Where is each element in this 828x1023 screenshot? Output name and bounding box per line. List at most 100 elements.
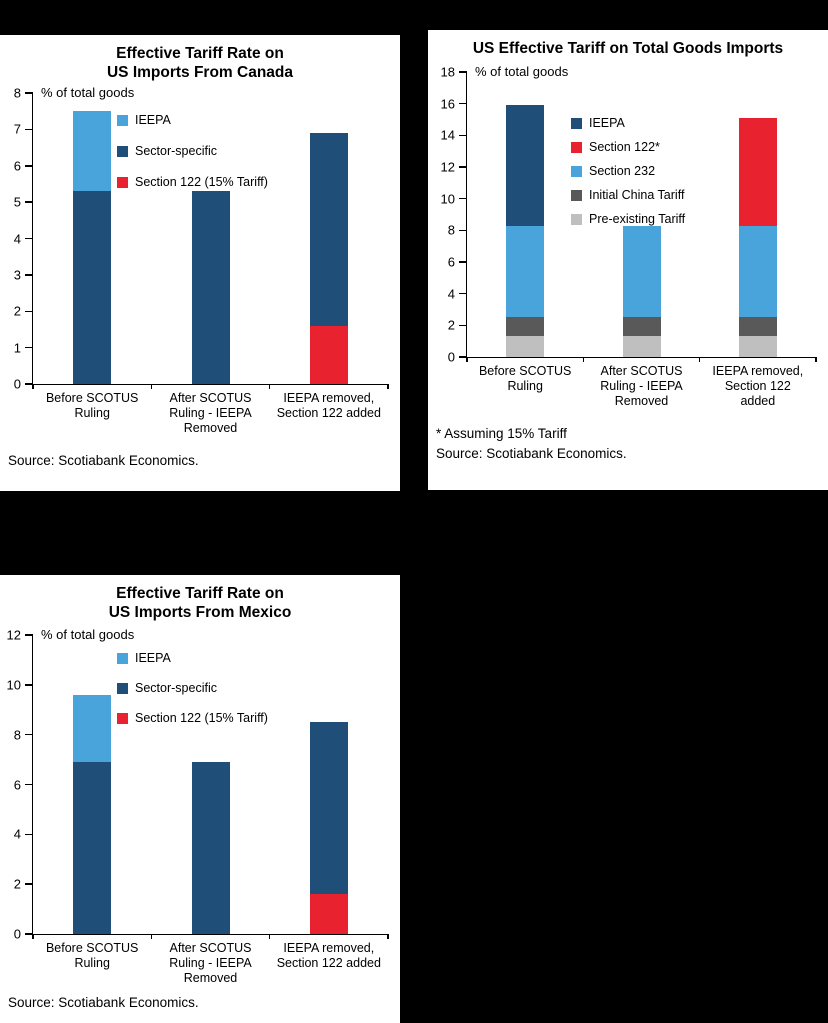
y-tick-mark <box>25 201 33 203</box>
y-tick-mark <box>459 71 467 73</box>
x-axis-category-label: IEEPA removed, Section 122 added <box>276 391 381 420</box>
y-tick-mark <box>25 883 33 885</box>
bar-segment-initial-china-tariff <box>506 317 545 337</box>
legend-label: IEEPA <box>589 116 625 130</box>
x-tick-mark <box>698 357 701 362</box>
bar-segment-initial-china-tariff <box>622 317 661 337</box>
legend-label: IEEPA <box>135 113 171 127</box>
x-tick-mark <box>32 384 34 389</box>
legend-swatch <box>117 682 128 694</box>
legend-swatch <box>571 213 582 225</box>
legend-label: Section 122 (15% Tariff) <box>135 175 268 189</box>
y-tick-mark <box>459 134 467 137</box>
source-note: Source: Scotiabank Economics. <box>8 453 199 468</box>
y-tick-label: 16 <box>440 96 455 112</box>
bar-segment-sector-specific <box>73 191 112 384</box>
legend-item: Sector-specific <box>117 681 268 695</box>
y-tick-mark <box>25 274 33 276</box>
y-tick-label: 4 <box>447 286 455 302</box>
y-tick-mark <box>459 166 467 168</box>
x-axis-category-label: After SCOTUS Ruling - IEEPA Removed <box>169 391 252 435</box>
y-tick-label: 12 <box>6 627 21 643</box>
legend-swatch <box>571 189 582 201</box>
legend-item: IEEPA <box>117 113 268 127</box>
y-axis-label: % of total goods <box>475 63 569 79</box>
bar-segment-initial-china-tariff <box>738 317 777 337</box>
legend-item: Sector-specific <box>117 144 268 158</box>
legend-item: Pre-existing Tariff <box>571 212 685 226</box>
bar-segment-sector-specific <box>73 762 112 934</box>
y-tick-mark <box>459 261 467 263</box>
y-tick-label: 0 <box>447 349 455 365</box>
bar-segment-section-232 <box>506 225 545 318</box>
bar-segment-section-232 <box>738 225 777 318</box>
bar-segment-ieepa <box>73 111 112 192</box>
y-tick-label: 14 <box>440 127 455 143</box>
x-axis-category-label: Before SCOTUS Ruling <box>45 941 139 970</box>
legend-item: IEEPA <box>117 651 268 665</box>
y-tick-label: 0 <box>13 926 21 942</box>
x-axis-category-label: Before SCOTUS Ruling <box>45 391 139 420</box>
legend-label: Section 122* <box>589 140 660 154</box>
y-tick-mark <box>25 346 33 349</box>
y-tick-label: 8 <box>447 222 455 238</box>
legend-label: IEEPA <box>135 651 171 665</box>
y-tick-label: 4 <box>13 826 21 842</box>
x-tick-mark <box>32 934 34 939</box>
bar-segment-section-122-15-tariff- <box>309 325 348 384</box>
y-tick-mark <box>25 128 33 131</box>
y-tick-mark <box>25 237 33 240</box>
y-tick-label: 3 <box>13 267 21 283</box>
bar-segment-ieepa <box>506 105 545 226</box>
x-tick-mark <box>387 934 389 939</box>
bar-segment-ieepa <box>73 694 112 763</box>
y-tick-mark <box>25 165 33 167</box>
y-tick-mark <box>459 324 467 327</box>
legend-label: Section 232 <box>589 164 656 178</box>
y-tick-mark <box>25 92 33 94</box>
bar-segment-sector-specific <box>191 191 230 384</box>
bar-segment-section-122-15-tariff- <box>309 894 348 934</box>
bar-segment-section-232 <box>622 225 661 318</box>
y-tick-label: 5 <box>13 194 21 210</box>
y-tick-mark <box>25 310 33 312</box>
x-tick-mark <box>582 357 585 362</box>
legend-label: Sector-specific <box>135 144 217 158</box>
bar-segment-sector-specific <box>191 762 230 934</box>
chart-legend: IEEPA Sector-specific Section 122 (15% Tar… <box>117 651 268 741</box>
legend-swatch <box>117 176 128 188</box>
x-tick-mark <box>150 934 153 939</box>
source-note: Source: Scotiabank Economics. <box>8 995 199 1010</box>
chart-title: Effective Tariff Rate on US Imports From… <box>108 585 292 621</box>
x-tick-mark <box>150 384 153 389</box>
y-tick-label: 6 <box>447 254 455 270</box>
chart-title: US Effective Tariff on Total Goods Impor… <box>472 40 784 57</box>
legend-item: Section 122* <box>571 140 685 154</box>
x-tick-mark <box>387 384 389 389</box>
chart-legend: IEEPA Section 122* Section 232 Initial Chin… <box>571 116 685 236</box>
legend-swatch <box>571 165 582 177</box>
legend-label: Pre-existing Tariff <box>589 212 686 226</box>
chart-legend: IEEPA Sector-specific Section 122 (15% Tar… <box>117 113 268 206</box>
legend-swatch <box>117 712 128 724</box>
y-tick-label: 6 <box>13 158 21 174</box>
y-tick-mark <box>459 229 467 232</box>
y-axis-label: % of total goods <box>41 626 135 642</box>
footnote: * Assuming 15% Tariff <box>436 426 567 441</box>
x-tick-mark <box>268 934 271 939</box>
y-tick-label: 2 <box>13 876 21 892</box>
x-tick-mark <box>815 357 817 362</box>
y-tick-mark <box>25 933 33 935</box>
chart-panel-mexico-tariff: Effective Tariff Rate on US Imports From… <box>0 575 400 1023</box>
y-tick-label: 18 <box>440 64 455 80</box>
bar-segment-sector-specific <box>309 133 348 326</box>
x-axis-category-label: After SCOTUS Ruling - IEEPA Removed <box>169 941 252 985</box>
y-tick-mark <box>25 383 33 385</box>
y-tick-label: 6 <box>13 777 21 792</box>
y-tick-label: 12 <box>440 159 455 175</box>
y-tick-label: 8 <box>13 85 21 101</box>
y-tick-mark <box>459 292 467 295</box>
legend-swatch <box>117 114 128 126</box>
source-note: Source: Scotiabank Economics. <box>436 446 627 461</box>
y-tick-label: 10 <box>440 191 455 207</box>
